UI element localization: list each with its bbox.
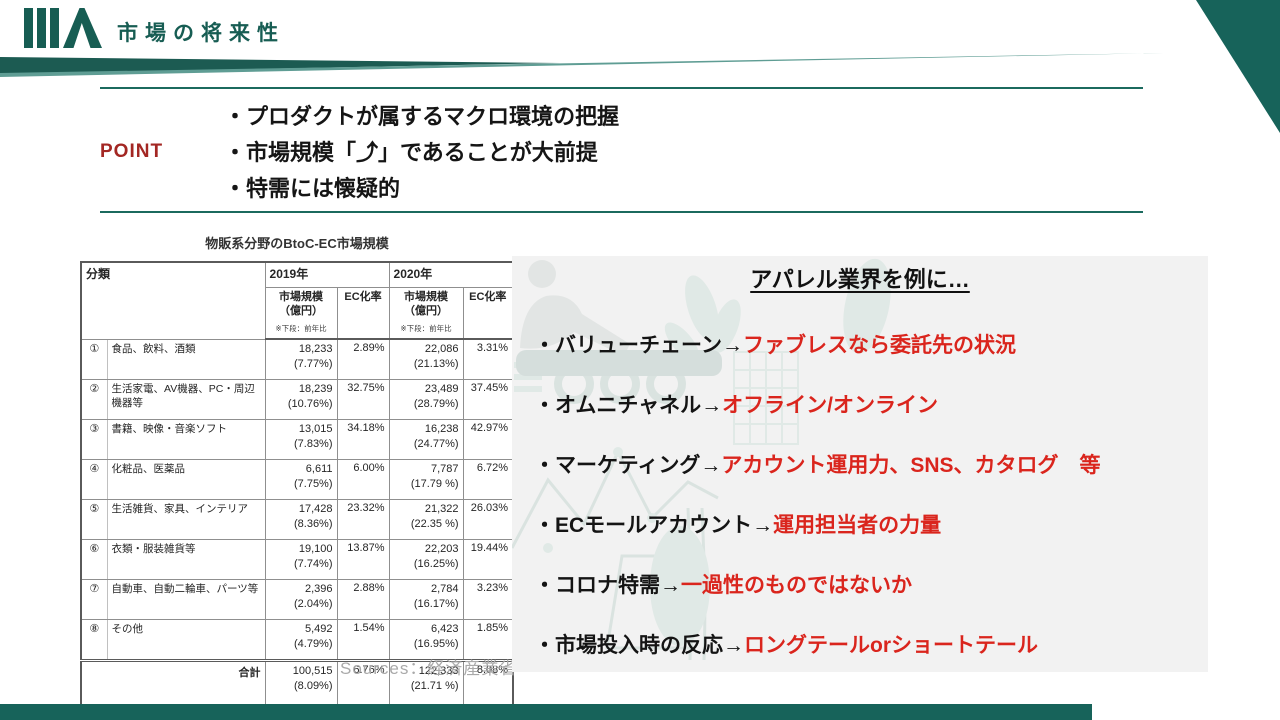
point-bullet: ・特需には懐疑的 (224, 176, 401, 201)
table-row: ③ 書籍、映像・音楽ソフト 13,015 (7.83%) 34.18% 16,23… (80, 419, 514, 460)
point-bullet: ・市場規模「⤴」であることが大前提 (224, 140, 598, 165)
apparel-example-panel: アパレル業界を例に… ・バリューチェーン→ファブレスなら委託先の状況 ・オムニチ… (512, 256, 1208, 672)
point-bullet-list: ・プロダクトが属するマクロ環境の把握 ・市場規模「⤴」であることが大前提 ・特需には… (224, 99, 619, 207)
panel-title: アパレル業界を例に… (750, 267, 970, 292)
col-header-ec-rate-2020: EC化率 (462, 287, 514, 340)
divider-bottom (100, 211, 1143, 213)
panel-item: ・マーケティング→アカウント運用力、SNS、カタログ 等 (534, 454, 1101, 477)
table-row: ② 生活家電、AV機器、PC・周辺機器等 18,239 (10.76%) 32.7… (80, 379, 514, 420)
panel-item: ・ECモールアカウント→運用担当者の力量 (534, 514, 942, 537)
page-title: 市場の将来性 (117, 22, 285, 45)
point-label: POINT (100, 141, 164, 162)
company-logo-icon (24, 8, 102, 48)
table-row: ④ 化粧品、医薬品 6,611 (7.75%) 6.00% 7,787 (17.79… (80, 459, 514, 500)
bottom-bar-decoration (0, 704, 1092, 720)
table-row: ⑥ 衣類・服装雑貨等 19,100 (7.74%) 13.87% 22,203 (1… (80, 539, 514, 580)
panel-item: ・オムニチャネル→オフライン/オンライン (534, 394, 939, 417)
table-title: 物販系分野のBtoC-EC市場規模 (205, 236, 389, 251)
panel-item: ・市場投入時の反応→ロングテールorショートテール (534, 634, 1038, 657)
col-header-2019: 2019年 (264, 261, 390, 288)
panel-item: ・コロナ特需→一過性のものではないか (534, 574, 912, 597)
table-row: ⑤ 生活雑貨、家具、インテリア 17,428 (8.36%) 23.32% 21,… (80, 499, 514, 540)
table-row: ① 食品、飲料、酒類 18,233 (7.77%) 2.89% 22,086 (21… (80, 338, 514, 380)
corner-triangle-decoration (1196, 0, 1280, 133)
col-header-market-size-2020: 市場規模 （億円） ※下段：前年比 (388, 287, 464, 340)
total-ec-2019: 6.76% (336, 659, 390, 712)
table-row: ⑦ 自動車、自動二輪車、パーツ等 2,396 (2.04%) 2.88% 2,78… (80, 579, 514, 620)
panel-item: ・バリューチェーン→ファブレスなら委託先の状況 (534, 334, 1016, 357)
point-bullet: ・プロダクトが属するマクロ環境の把握 (224, 104, 620, 129)
panel-item-list: ・バリューチェーン→ファブレスなら委託先の状況 ・オムニチャネル→オフライン/オ… (534, 332, 1200, 660)
source-caption: Sources：経済産業省 (340, 659, 518, 678)
col-header-category: 分類 (80, 261, 266, 340)
market-size-note: ※下段：前年比 (400, 324, 452, 333)
market-size-note: ※下段：前年比 (275, 324, 327, 333)
ec-market-table: 分類 2019年 2020年 市場規模 （億円） ※下段：前年比 EC化率 市場… (80, 261, 515, 712)
table-row: ⑧ その他 5,492 (4.79%) 1.54% 6,423 (16.95%) 1… (80, 619, 514, 661)
col-header-2020: 2020年 (388, 261, 514, 288)
header-swoosh-decoration (0, 53, 1165, 77)
col-header-market-size-2019: 市場規模 （億円） ※下段：前年比 (264, 287, 338, 340)
divider-top (100, 87, 1143, 89)
col-header-ec-rate-2019: EC化率 (336, 287, 390, 340)
